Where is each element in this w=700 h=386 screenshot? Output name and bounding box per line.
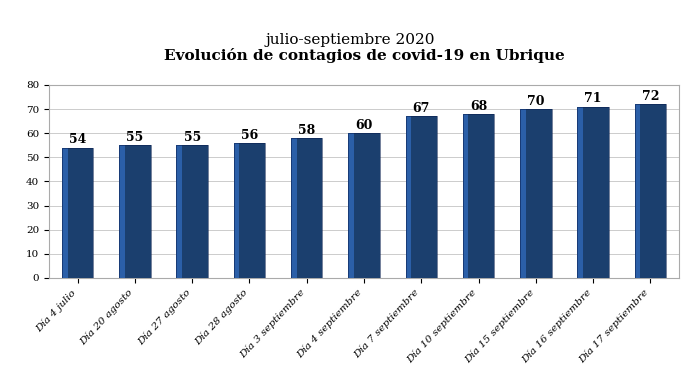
Bar	[468, 114, 494, 278]
Bar	[62, 147, 68, 278]
Bar	[463, 276, 494, 279]
Text: 72: 72	[642, 90, 659, 103]
Bar	[578, 276, 609, 279]
Bar	[68, 147, 93, 278]
Text: 60: 60	[356, 119, 372, 132]
Bar	[354, 133, 379, 278]
Bar	[182, 145, 208, 278]
Text: 55: 55	[183, 131, 201, 144]
Text: 55: 55	[126, 131, 144, 144]
Bar	[119, 145, 125, 278]
Bar	[526, 109, 552, 278]
Bar	[635, 104, 640, 278]
Text: 68: 68	[470, 100, 487, 113]
Bar	[463, 114, 468, 278]
Text: 71: 71	[584, 92, 602, 105]
Bar	[583, 107, 609, 278]
Bar	[291, 138, 297, 278]
Title: Evolución de contagios de covid-19 en Ubrique: Evolución de contagios de covid-19 en Ub…	[164, 48, 564, 63]
Bar	[520, 276, 552, 279]
Text: 56: 56	[241, 129, 258, 142]
Bar	[405, 116, 411, 278]
Bar	[62, 276, 93, 279]
Bar	[411, 116, 437, 278]
Bar	[405, 276, 437, 279]
Bar	[349, 133, 354, 278]
Bar	[176, 145, 182, 278]
Bar	[234, 276, 265, 279]
Bar	[239, 143, 265, 278]
Bar	[234, 143, 239, 278]
Bar	[640, 104, 666, 278]
Bar	[291, 276, 323, 279]
Bar	[578, 107, 583, 278]
Text: 67: 67	[412, 102, 430, 115]
Bar	[176, 276, 208, 279]
Bar	[119, 276, 150, 279]
Text: 58: 58	[298, 124, 316, 137]
Text: 54: 54	[69, 134, 86, 146]
Bar	[520, 109, 526, 278]
Text: 70: 70	[527, 95, 545, 108]
Text: julio-septiembre 2020: julio-septiembre 2020	[265, 33, 435, 47]
Bar	[125, 145, 150, 278]
Bar	[635, 276, 666, 279]
Bar	[297, 138, 323, 278]
Bar	[349, 276, 379, 279]
